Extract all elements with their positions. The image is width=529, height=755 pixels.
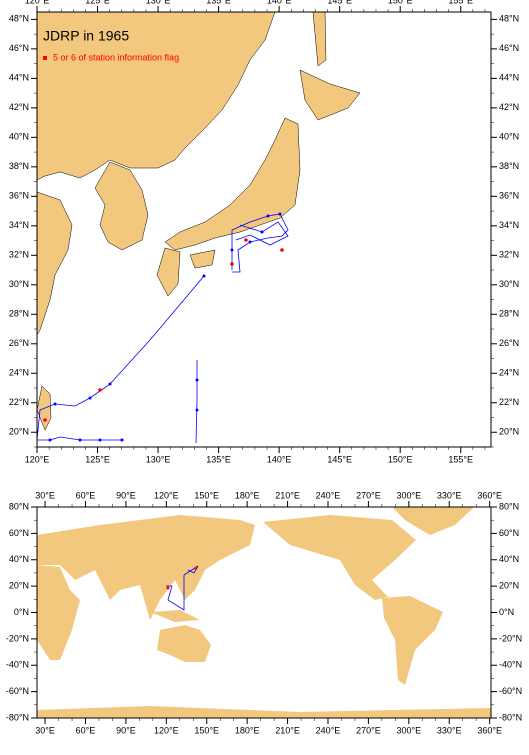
y-tick-label: 26°N (499, 338, 519, 348)
y-tick-label: 28°N (499, 309, 519, 319)
x-tick-label: 130°E (146, 0, 171, 5)
x-tick-label: 125°E (85, 454, 110, 464)
x-tick-label: 150°E (388, 454, 413, 464)
y-tick-label: 48°N (9, 14, 29, 24)
x-tick-label: 300°E (397, 725, 422, 735)
x-tick-label: 125°E (85, 0, 110, 5)
x-tick-label: 150°E (194, 490, 219, 500)
y-tick-label: 20°N (499, 581, 519, 591)
y-tick-label: -40°N (499, 660, 522, 670)
y-tick-label: 20°N (9, 427, 29, 437)
x-tick-label: 360°E (477, 490, 502, 500)
y-tick-label: -80°N (499, 712, 522, 722)
y-tick-label: 44°N (499, 73, 519, 83)
x-tick-label: 150°E (194, 725, 219, 735)
map-title: JDRP in 1965 (43, 28, 129, 44)
x-tick-label: 90°E (116, 490, 136, 500)
x-tick-label: 240°E (316, 490, 341, 500)
y-tick-label: -60°N (6, 686, 29, 696)
y-tick-label: 40°N (9, 132, 29, 142)
x-tick-label: 140°E (267, 454, 292, 464)
y-tick-label: 24°N (9, 368, 29, 378)
y-tick-label: 42°N (9, 102, 29, 112)
x-tick-label: 30°E (35, 725, 55, 735)
x-tick-label: 120°E (25, 454, 50, 464)
y-tick-label: 38°N (499, 161, 519, 171)
legend-text: 5 or 6 of station information flag (53, 52, 179, 62)
x-tick-label: 240°E (316, 725, 341, 735)
y-tick-label: 60°N (499, 528, 519, 538)
y-tick-label: 44°N (9, 73, 29, 83)
y-tick-label: 26°N (9, 338, 29, 348)
x-tick-label: 60°E (76, 725, 96, 735)
top-map-land (36, 11, 361, 431)
y-tick-label: 22°N (499, 397, 519, 407)
y-tick-label: 36°N (9, 191, 29, 201)
x-tick-label: 155°E (448, 454, 473, 464)
legend-marker (43, 56, 47, 60)
x-tick-label: 155°E (448, 0, 473, 5)
y-tick-label: -60°N (499, 686, 522, 696)
y-tick-label: 48°N (499, 14, 519, 24)
top-map-frame (36, 11, 492, 448)
y-tick-label: 80°N (9, 501, 29, 511)
y-tick-label: -80°N (6, 712, 29, 722)
bottom-map-tracks (166, 565, 199, 611)
y-tick-label: 32°N (9, 250, 29, 260)
x-tick-label: 180°E (235, 725, 260, 735)
x-tick-label: 120°E (154, 490, 179, 500)
y-tick-label: 46°N (9, 43, 29, 53)
x-tick-label: 30°E (35, 490, 55, 500)
y-tick-label: 20°N (499, 427, 519, 437)
y-tick-label: 46°N (499, 43, 519, 53)
x-tick-label: 145°E (327, 454, 352, 464)
bottom-map-land (37, 507, 491, 718)
y-tick-label: 34°N (499, 220, 519, 230)
y-tick-label: 80°N (499, 501, 519, 511)
y-tick-label: 30°N (499, 279, 519, 289)
x-tick-label: 270°E (356, 725, 381, 735)
y-tick-label: 40°N (499, 132, 519, 142)
x-tick-label: 180°E (235, 490, 260, 500)
y-tick-label: 0°N (14, 607, 29, 617)
top-map-tracks (36, 212, 289, 444)
y-tick-label: 28°N (9, 309, 29, 319)
x-tick-label: 210°E (275, 725, 300, 735)
y-tick-label: 22°N (9, 397, 29, 407)
y-tick-label: 42°N (499, 102, 519, 112)
x-tick-label: 60°E (76, 490, 96, 500)
y-tick-label: 40°N (9, 554, 29, 564)
x-tick-label: 135°E (206, 0, 231, 5)
x-tick-label: 120°E (154, 725, 179, 735)
y-tick-label: 24°N (499, 368, 519, 378)
x-tick-label: 130°E (146, 454, 171, 464)
y-tick-label: 20°N (9, 581, 29, 591)
x-tick-label: 135°E (206, 454, 231, 464)
y-tick-label: 30°N (9, 279, 29, 289)
y-tick-label: 40°N (499, 554, 519, 564)
x-tick-label: 150°E (388, 0, 413, 5)
x-tick-label: 360°E (477, 725, 502, 735)
y-tick-label: -20°N (6, 633, 29, 643)
x-tick-label: 210°E (275, 490, 300, 500)
x-tick-label: 120°E (25, 0, 50, 5)
x-tick-label: 145°E (327, 0, 352, 5)
x-tick-label: 300°E (397, 490, 422, 500)
x-tick-label: 140°E (267, 0, 292, 5)
x-tick-label: 330°E (437, 490, 462, 500)
x-tick-label: 270°E (356, 490, 381, 500)
x-tick-label: 330°E (437, 725, 462, 735)
y-tick-label: 60°N (9, 528, 29, 538)
y-tick-label: -20°N (499, 633, 522, 643)
x-tick-label: 90°E (116, 725, 136, 735)
y-tick-label: 38°N (9, 161, 29, 171)
y-tick-label: 34°N (9, 220, 29, 230)
y-tick-label: -40°N (6, 660, 29, 670)
y-tick-label: 0°N (499, 607, 514, 617)
y-tick-label: 36°N (499, 191, 519, 201)
y-tick-label: 32°N (499, 250, 519, 260)
